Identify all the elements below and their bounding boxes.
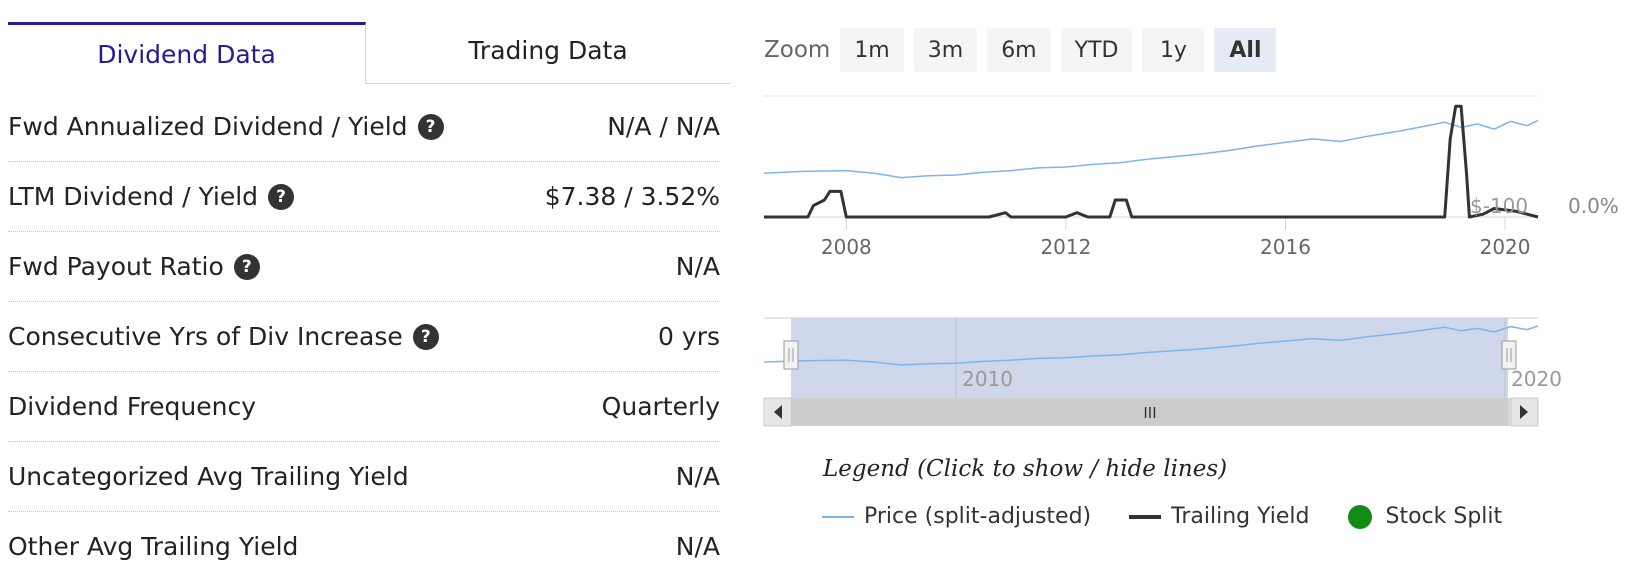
row-label: Fwd Payout Ratio [8,252,224,281]
tab-dividend-data[interactable]: Dividend Data [8,22,366,84]
x-tick-label: 2008 [821,235,872,259]
legend-title: Legend (Click to show / hide lines) [823,456,1228,482]
zoom-1y-button[interactable]: 1y [1142,28,1205,72]
x-tick-label: 2012 [1040,235,1091,259]
navigator-price-line [763,325,1539,366]
table-row: Dividend Frequency Quarterly [8,372,720,442]
scroll-left-button[interactable] [763,397,792,427]
x-tick-label: 2020 [1480,235,1531,259]
row-value: N/A [675,252,720,281]
legend-label: Price (split-adjusted) [864,504,1092,529]
table-row: LTM Dividend / Yield? $7.38 / 3.52% [8,162,720,232]
help-icon[interactable]: ? [268,183,295,210]
zoom-label: Zoom [764,37,831,63]
legend-label: Stock Split [1385,504,1503,529]
row-label: Dividend Frequency [8,392,256,421]
navigator-tick-label: 2020 [1511,367,1562,391]
tab-trading-data[interactable]: Trading Data [366,22,730,84]
legend-item-price[interactable]: Price (split-adjusted) [822,504,1091,529]
navigator-handle-right[interactable] [1501,340,1517,370]
trailing-yield-series-line [764,104,1539,219]
scroll-right-arrow-icon [1520,405,1528,419]
split-dot-icon [1347,504,1372,529]
scrollbar[interactable]: III [763,397,1539,427]
dividend-data-table: Fwd Annualized Dividend / Yield? N/A / N… [8,92,720,581]
zoom-controls: Zoom 1m 3m 6m YTD 1y All [764,28,1286,72]
navigator: 2010 2020 [763,317,1562,398]
row-label: Fwd Annualized Dividend / Yield [8,112,408,141]
navigator-handle-left[interactable] [783,340,799,370]
row-value: Quarterly [601,392,720,421]
table-row: Fwd Payout Ratio? N/A [8,232,720,302]
legend-label: Trailing Yield [1171,504,1310,529]
row-label: Other Avg Trailing Yield [8,532,299,561]
legend-item-stock-split[interactable]: Stock Split [1347,504,1503,529]
navigator-mask [791,318,1508,398]
scrollbar-thumb[interactable] [791,398,1508,426]
x-axis-ticks: 2008 2012 2016 2020 [821,217,1531,259]
row-value: N/A / N/A [607,112,720,141]
data-tabs: Dividend Data Trading Data [8,22,730,84]
zoom-1m-button[interactable]: 1m [840,28,904,72]
row-value: N/A [675,462,720,491]
zoom-all-button[interactable]: All [1214,28,1277,72]
navigator-tick-label: 2010 [962,367,1013,391]
zoom-3m-button[interactable]: 3m [913,28,978,72]
legend-item-trailing-yield[interactable]: Trailing Yield [1129,504,1310,529]
zoom-6m-button[interactable]: 6m [987,28,1051,72]
help-icon[interactable]: ? [233,253,260,280]
price-series-line [763,119,1539,179]
y-left-label: $-100 [1470,194,1528,218]
table-row: Fwd Annualized Dividend / Yield? N/A / N… [8,92,720,162]
legend: Price (split-adjusted) Trailing Yield St… [822,504,1540,529]
x-tick-label: 2016 [1260,235,1311,259]
scroll-grip-icon: III [1143,404,1156,422]
yield-line-icon [1129,514,1162,519]
scroll-right-button[interactable] [1510,397,1539,427]
scroll-left-arrow-icon [774,405,782,419]
series-layer [763,104,1539,219]
navigator-ticks: 2010 2020 [955,318,1562,398]
navigator-series [763,325,1539,366]
row-value: N/A [675,532,720,561]
scrollbar-track [764,398,1538,426]
row-value: $7.38 / 3.52% [544,182,720,211]
y-right-label: 0.0% [1568,194,1619,218]
table-row: Uncategorized Avg Trailing Yield N/A [8,442,720,512]
price-line-icon [822,515,854,518]
row-label: Uncategorized Avg Trailing Yield [8,462,409,491]
row-value: 0 yrs [658,322,720,351]
row-label: LTM Dividend / Yield [8,182,259,211]
zoom-ytd-button[interactable]: YTD [1060,28,1133,72]
table-row: Consecutive Yrs of Div Increase? 0 yrs [8,302,720,372]
row-label: Consecutive Yrs of Div Increase [8,322,403,351]
help-icon[interactable]: ? [412,323,439,350]
help-icon[interactable]: ? [417,113,444,140]
main-plot: 2008 2012 2016 2020 $-100 0.0% [763,95,1619,259]
table-row: Other Avg Trailing Yield N/A [8,512,720,581]
navigator-bg [764,318,1538,398]
